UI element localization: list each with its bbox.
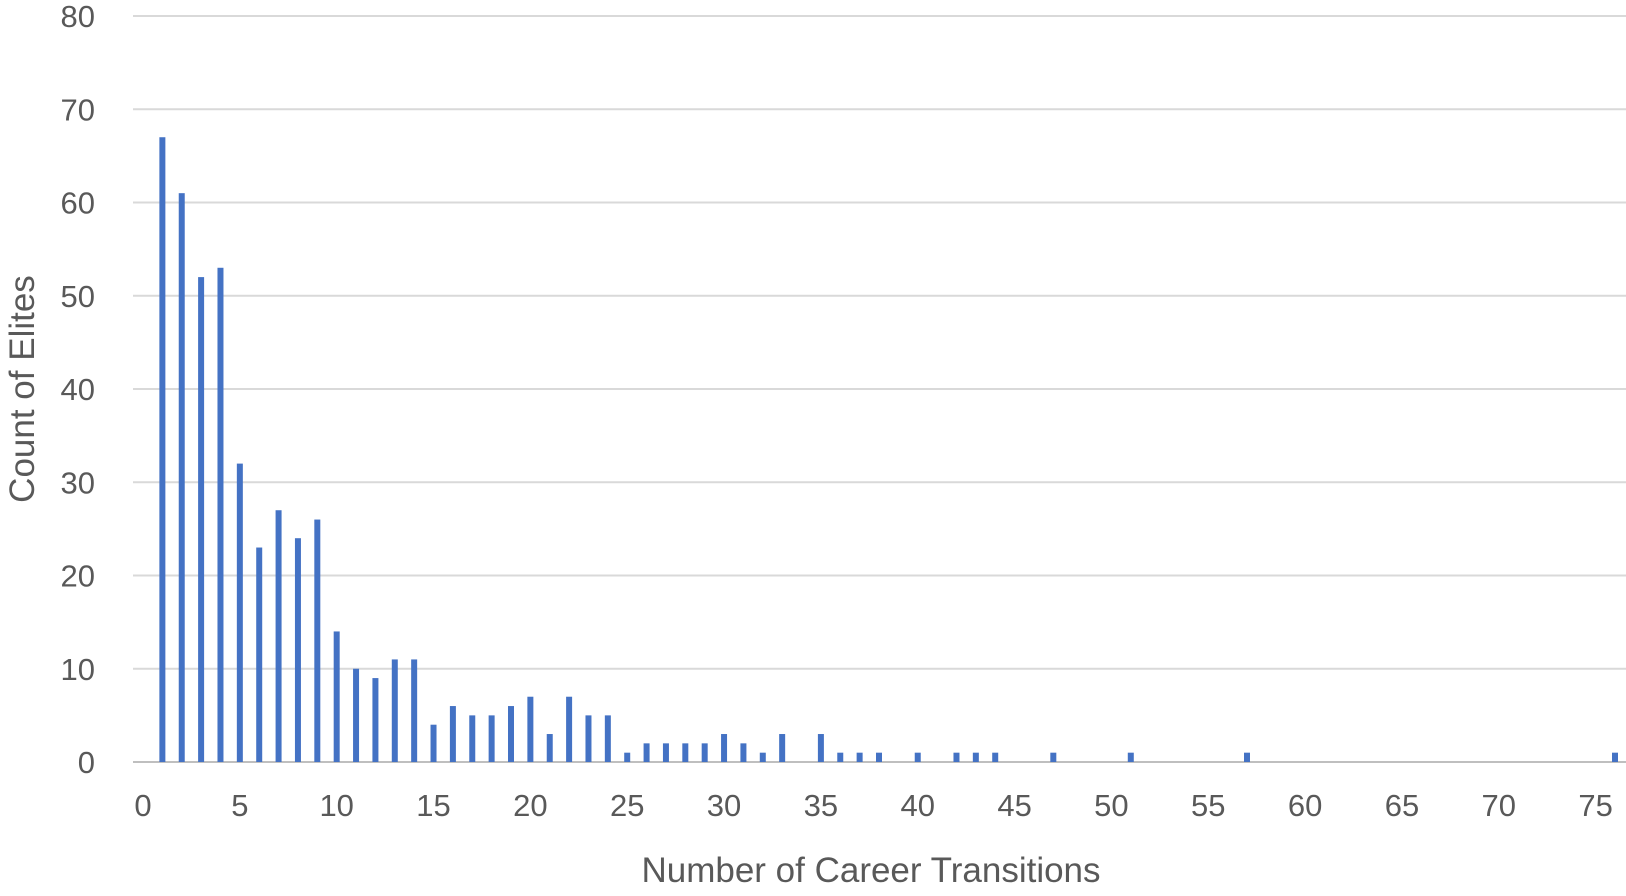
x-axis-title: Number of Career Transitions <box>641 851 1100 890</box>
y-tick-label: 10 <box>61 652 95 687</box>
x-tick-label: 15 <box>416 788 450 823</box>
x-tick-label: 45 <box>997 788 1031 823</box>
x-tick-label: 5 <box>231 788 248 823</box>
bar <box>159 137 166 763</box>
x-tick-labels: 0 5 10 15 20 25 30 35 40 45 50 55 60 65 70 75 <box>134 788 1612 823</box>
bars <box>159 137 1618 763</box>
bar <box>624 752 631 762</box>
bar <box>469 715 476 762</box>
bar <box>198 277 205 762</box>
y-tick-labels: 0 10 20 30 40 50 60 70 80 <box>61 0 95 780</box>
bar <box>178 193 185 763</box>
bar <box>430 724 437 762</box>
bar <box>972 752 979 762</box>
bar <box>236 463 243 762</box>
y-tick-label: 50 <box>61 279 95 314</box>
x-tick-label: 40 <box>900 788 934 823</box>
x-tick-label: 55 <box>1191 788 1225 823</box>
x-tick-label: 20 <box>513 788 547 823</box>
bar <box>701 743 708 762</box>
bar <box>333 631 340 762</box>
bar <box>1244 752 1250 762</box>
bar <box>275 510 282 762</box>
bar <box>411 659 418 762</box>
bar <box>256 547 263 762</box>
bar <box>1612 752 1618 762</box>
x-tick-label: 0 <box>134 788 151 823</box>
bar <box>740 743 747 762</box>
bar <box>546 734 553 762</box>
bar <box>449 706 456 762</box>
x-tick-label: 30 <box>707 788 741 823</box>
x-tick-label: 50 <box>1094 788 1128 823</box>
x-tick-label: 60 <box>1288 788 1322 823</box>
bar <box>643 743 650 762</box>
bar <box>1127 752 1134 762</box>
bar <box>353 668 360 762</box>
bar <box>488 715 495 762</box>
x-tick-label: 75 <box>1578 788 1612 823</box>
bar <box>662 743 669 762</box>
bar <box>566 696 573 762</box>
bar <box>856 752 863 762</box>
y-tick-label: 70 <box>61 92 95 127</box>
bar <box>759 752 766 762</box>
bar <box>992 752 999 762</box>
x-tick-label: 10 <box>319 788 353 823</box>
bar <box>721 734 728 762</box>
bar <box>914 752 921 762</box>
y-tick-label: 80 <box>61 0 95 34</box>
x-tick-label: 70 <box>1482 788 1516 823</box>
bar <box>314 519 321 762</box>
y-tick-label: 0 <box>78 745 95 780</box>
y-tick-label: 30 <box>61 465 95 500</box>
bar <box>604 715 611 762</box>
bar <box>372 678 379 762</box>
bar <box>585 715 592 762</box>
y-axis-title: Count of Elites <box>3 275 42 503</box>
bar <box>1050 752 1057 762</box>
x-tick-label: 25 <box>610 788 644 823</box>
bar <box>527 696 534 762</box>
bar <box>508 706 514 762</box>
bar <box>837 752 844 762</box>
gridlines <box>133 15 1626 763</box>
bar <box>682 743 689 762</box>
bar <box>294 538 301 762</box>
y-tick-label: 20 <box>61 559 95 594</box>
bar <box>876 752 882 762</box>
bar <box>779 734 786 762</box>
bar <box>953 752 960 762</box>
y-tick-label: 60 <box>61 186 95 221</box>
x-tick-label: 65 <box>1385 788 1419 823</box>
x-tick-label: 35 <box>804 788 838 823</box>
bar <box>817 734 824 762</box>
bar <box>391 659 398 762</box>
bar <box>217 267 224 762</box>
y-tick-label: 40 <box>61 372 95 407</box>
